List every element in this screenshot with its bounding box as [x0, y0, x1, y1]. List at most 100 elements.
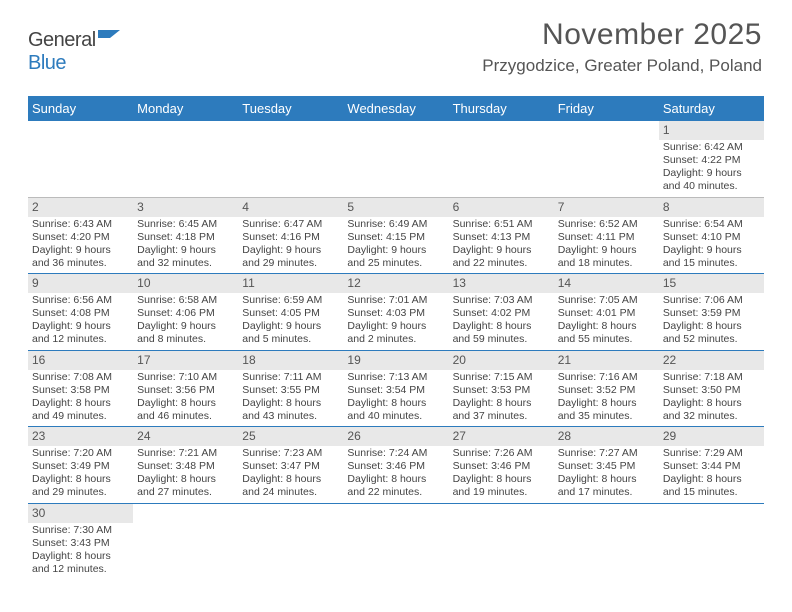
day-details: Sunrise: 7:23 AMSunset: 3:47 PMDaylight:… [238, 446, 343, 503]
day-number: 7 [554, 198, 659, 217]
calendar-grid: Sunday Monday Tuesday Wednesday Thursday… [28, 96, 764, 579]
day-details: Sunrise: 7:20 AMSunset: 3:49 PMDaylight:… [28, 446, 133, 503]
calendar-week-row: 16Sunrise: 7:08 AMSunset: 3:58 PMDayligh… [28, 351, 764, 428]
day-details: Sunrise: 7:18 AMSunset: 3:50 PMDaylight:… [659, 370, 764, 427]
calendar-cell: 26Sunrise: 7:24 AMSunset: 3:46 PMDayligh… [343, 427, 448, 503]
calendar-cell: 3Sunrise: 6:45 AMSunset: 4:18 PMDaylight… [133, 198, 238, 274]
day-number: 6 [449, 198, 554, 217]
calendar-week-row: 2Sunrise: 6:43 AMSunset: 4:20 PMDaylight… [28, 198, 764, 275]
calendar-cell: 29Sunrise: 7:29 AMSunset: 3:44 PMDayligh… [659, 427, 764, 503]
day-details: Sunrise: 6:56 AMSunset: 4:08 PMDaylight:… [28, 293, 133, 350]
calendar-cell [449, 121, 554, 197]
day-number: 20 [449, 351, 554, 370]
day-details: Sunrise: 7:01 AMSunset: 4:03 PMDaylight:… [343, 293, 448, 350]
day-details: Sunrise: 7:11 AMSunset: 3:55 PMDaylight:… [238, 370, 343, 427]
weekday-header: Monday [133, 96, 238, 121]
day-number: 19 [343, 351, 448, 370]
day-number: 23 [28, 427, 133, 446]
calendar-cell [554, 121, 659, 197]
day-number: 21 [554, 351, 659, 370]
brand-suffix: Blue [28, 52, 66, 74]
calendar-cell: 19Sunrise: 7:13 AMSunset: 3:54 PMDayligh… [343, 351, 448, 427]
brand-text: GeneralBlue [28, 28, 124, 75]
day-number: 29 [659, 427, 764, 446]
weekday-header: Tuesday [238, 96, 343, 121]
weekday-header: Sunday [28, 96, 133, 121]
day-number: 8 [659, 198, 764, 217]
calendar-week-row: 9Sunrise: 6:56 AMSunset: 4:08 PMDaylight… [28, 274, 764, 351]
calendar-cell: 9Sunrise: 6:56 AMSunset: 4:08 PMDaylight… [28, 274, 133, 350]
day-details: Sunrise: 7:24 AMSunset: 3:46 PMDaylight:… [343, 446, 448, 503]
calendar-cell: 25Sunrise: 7:23 AMSunset: 3:47 PMDayligh… [238, 427, 343, 503]
day-number: 28 [554, 427, 659, 446]
calendar-cell: 12Sunrise: 7:01 AMSunset: 4:03 PMDayligh… [343, 274, 448, 350]
day-details: Sunrise: 6:42 AMSunset: 4:22 PMDaylight:… [659, 140, 764, 197]
calendar-cell [659, 504, 764, 580]
calendar-cell: 10Sunrise: 6:58 AMSunset: 4:06 PMDayligh… [133, 274, 238, 350]
day-number: 22 [659, 351, 764, 370]
calendar-week-row: 1Sunrise: 6:42 AMSunset: 4:22 PMDaylight… [28, 121, 764, 198]
day-details: Sunrise: 6:43 AMSunset: 4:20 PMDaylight:… [28, 217, 133, 274]
day-number: 2 [28, 198, 133, 217]
calendar-cell: 18Sunrise: 7:11 AMSunset: 3:55 PMDayligh… [238, 351, 343, 427]
calendar-cell: 2Sunrise: 6:43 AMSunset: 4:20 PMDaylight… [28, 198, 133, 274]
calendar-cell: 5Sunrise: 6:49 AMSunset: 4:15 PMDaylight… [343, 198, 448, 274]
day-details: Sunrise: 6:58 AMSunset: 4:06 PMDaylight:… [133, 293, 238, 350]
day-details: Sunrise: 6:45 AMSunset: 4:18 PMDaylight:… [133, 217, 238, 274]
calendar-cell: 30Sunrise: 7:30 AMSunset: 3:43 PMDayligh… [28, 504, 133, 580]
day-number: 11 [238, 274, 343, 293]
day-number: 16 [28, 351, 133, 370]
day-details: Sunrise: 7:06 AMSunset: 3:59 PMDaylight:… [659, 293, 764, 350]
day-number: 1 [659, 121, 764, 140]
day-details: Sunrise: 7:30 AMSunset: 3:43 PMDaylight:… [28, 523, 133, 580]
day-details: Sunrise: 7:27 AMSunset: 3:45 PMDaylight:… [554, 446, 659, 503]
calendar-cell: 8Sunrise: 6:54 AMSunset: 4:10 PMDaylight… [659, 198, 764, 274]
calendar-cell: 24Sunrise: 7:21 AMSunset: 3:48 PMDayligh… [133, 427, 238, 503]
calendar-cell: 7Sunrise: 6:52 AMSunset: 4:11 PMDaylight… [554, 198, 659, 274]
calendar-cell: 20Sunrise: 7:15 AMSunset: 3:53 PMDayligh… [449, 351, 554, 427]
day-details: Sunrise: 7:03 AMSunset: 4:02 PMDaylight:… [449, 293, 554, 350]
title-block: November 2025 Przygodzice, Greater Polan… [482, 18, 762, 76]
day-details: Sunrise: 7:05 AMSunset: 4:01 PMDaylight:… [554, 293, 659, 350]
day-details: Sunrise: 7:26 AMSunset: 3:46 PMDaylight:… [449, 446, 554, 503]
day-number: 5 [343, 198, 448, 217]
calendar-cell: 16Sunrise: 7:08 AMSunset: 3:58 PMDayligh… [28, 351, 133, 427]
calendar-cell: 22Sunrise: 7:18 AMSunset: 3:50 PMDayligh… [659, 351, 764, 427]
calendar-cell: 15Sunrise: 7:06 AMSunset: 3:59 PMDayligh… [659, 274, 764, 350]
calendar-cell: 6Sunrise: 6:51 AMSunset: 4:13 PMDaylight… [449, 198, 554, 274]
day-details: Sunrise: 6:47 AMSunset: 4:16 PMDaylight:… [238, 217, 343, 274]
day-number: 14 [554, 274, 659, 293]
location-text: Przygodzice, Greater Poland, Poland [482, 56, 762, 76]
day-details: Sunrise: 7:13 AMSunset: 3:54 PMDaylight:… [343, 370, 448, 427]
calendar-cell [238, 121, 343, 197]
weekday-header-row: Sunday Monday Tuesday Wednesday Thursday… [28, 96, 764, 121]
weekday-header: Wednesday [343, 96, 448, 121]
calendar-cell [28, 121, 133, 197]
month-title: November 2025 [482, 18, 762, 52]
day-number: 26 [343, 427, 448, 446]
day-number: 18 [238, 351, 343, 370]
calendar-cell [343, 504, 448, 580]
brand-prefix: General [28, 29, 96, 51]
day-number: 15 [659, 274, 764, 293]
day-number: 3 [133, 198, 238, 217]
brand-logo: GeneralBlue [28, 28, 124, 75]
calendar-cell [133, 121, 238, 197]
calendar-cell: 23Sunrise: 7:20 AMSunset: 3:49 PMDayligh… [28, 427, 133, 503]
day-number: 27 [449, 427, 554, 446]
day-details: Sunrise: 6:52 AMSunset: 4:11 PMDaylight:… [554, 217, 659, 274]
flag-icon [98, 29, 124, 51]
day-details: Sunrise: 7:15 AMSunset: 3:53 PMDaylight:… [449, 370, 554, 427]
day-details: Sunrise: 7:08 AMSunset: 3:58 PMDaylight:… [28, 370, 133, 427]
day-details: Sunrise: 6:49 AMSunset: 4:15 PMDaylight:… [343, 217, 448, 274]
day-details: Sunrise: 7:29 AMSunset: 3:44 PMDaylight:… [659, 446, 764, 503]
calendar-cell [554, 504, 659, 580]
day-number: 9 [28, 274, 133, 293]
day-number: 12 [343, 274, 448, 293]
weekday-header: Friday [554, 96, 659, 121]
day-details: Sunrise: 6:51 AMSunset: 4:13 PMDaylight:… [449, 217, 554, 274]
calendar-cell [133, 504, 238, 580]
day-number: 17 [133, 351, 238, 370]
day-details: Sunrise: 6:59 AMSunset: 4:05 PMDaylight:… [238, 293, 343, 350]
calendar-cell: 27Sunrise: 7:26 AMSunset: 3:46 PMDayligh… [449, 427, 554, 503]
